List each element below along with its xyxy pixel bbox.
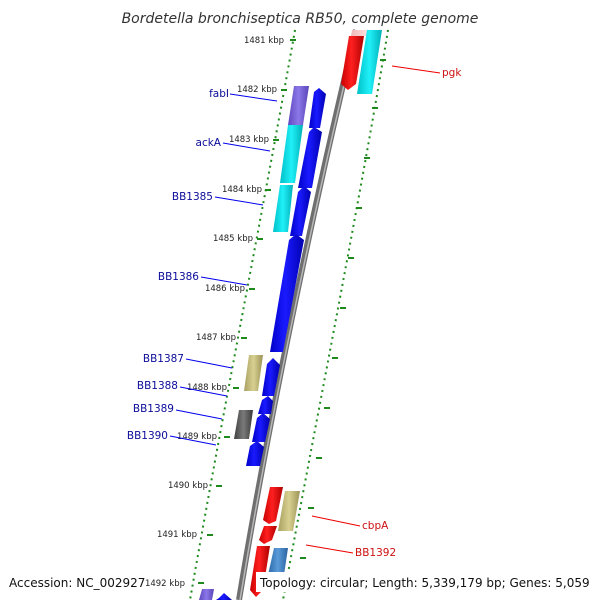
gene-BB1387[interactable] [244, 355, 263, 391]
gene-ackA-forward[interactable] [298, 127, 322, 188]
gene-label-cbpA[interactable]: cbpA [362, 520, 389, 532]
gene-ackA[interactable] [280, 125, 303, 183]
gene-label-BB1389[interactable]: BB1389 [133, 403, 174, 415]
kbp-label: 1488 kbp [187, 383, 227, 393]
kbp-label: 1491 kbp [157, 530, 197, 540]
gene-bottom-forward[interactable] [216, 593, 232, 600]
gene-pgk[interactable] [341, 36, 364, 90]
gene-cbpA[interactable] [278, 491, 300, 531]
gene-BB1390-forward[interactable] [246, 441, 264, 466]
gene-BB1389[interactable] [234, 410, 253, 439]
topology-text: Topology: circular; Length: 5,339,179 bp… [259, 576, 590, 590]
gene-top-reverse-pink[interactable] [351, 30, 367, 36]
gene-label-BB1385[interactable]: BB1385 [172, 191, 213, 203]
gene-cbpA-reverse[interactable] [263, 487, 283, 524]
kbp-label: 1483 kbp [229, 135, 269, 145]
gene-label-fabI[interactable]: fabI [209, 88, 229, 100]
kbp-label: 1490 kbp [168, 481, 208, 491]
forward-genes [216, 88, 326, 600]
gene-BB1386-forward[interactable] [270, 234, 304, 352]
kbp-label: 1492 kbp [145, 579, 185, 589]
gene-label-ackA[interactable]: ackA [196, 137, 222, 149]
kbp-label: 1482 kbp [237, 85, 277, 95]
kbp-label: 1489 kbp [177, 432, 217, 442]
gene-BB1388-forward[interactable] [258, 396, 273, 414]
gene-top-cyan-right[interactable] [357, 30, 382, 94]
gene-label-pgk[interactable]: pgk [442, 67, 462, 79]
kbp-label: 1481 kbp [244, 36, 284, 46]
kbp-tick-marks [198, 39, 386, 584]
kbp-labels: 1481 kbp 1482 kbp 1483 kbp 1484 kbp 1485… [145, 36, 284, 589]
accession-text: Accession: NC_002927 [9, 576, 145, 590]
gene-BB1385[interactable] [273, 185, 293, 232]
gene-fabI[interactable] [288, 86, 309, 125]
kbp-label: 1487 kbp [196, 333, 236, 343]
gene-bottom-purple[interactable] [199, 589, 214, 600]
kbp-label: 1485 kbp [213, 234, 253, 244]
gene-label-BB1392[interactable]: BB1392 [355, 547, 396, 559]
reverse-genes [250, 30, 382, 597]
gene-label-BB1387[interactable]: BB1387 [143, 353, 184, 365]
topology-backdrop [256, 572, 594, 592]
accession-backdrop [4, 572, 144, 592]
gene-BB1387-forward[interactable] [262, 358, 280, 396]
gene-label-BB1388[interactable]: BB1388 [137, 380, 178, 392]
gene-BB1392[interactable] [268, 548, 288, 575]
map-title: Bordetella bronchiseptica RB50, complete… [122, 11, 479, 27]
gene-BB1385-forward[interactable] [290, 186, 311, 236]
gene-BB1392-reverse[interactable] [250, 546, 270, 597]
kbp-label: 1484 kbp [222, 185, 262, 195]
gene-labels-left: fabI ackA BB1385 BB1386 BB1387 BB1388 BB… [127, 88, 278, 446]
feature-genes [199, 86, 309, 600]
gene-label-BB1390[interactable]: BB1390 [127, 430, 168, 442]
gene-labels-right: pgk cbpA BB1392 [305, 65, 462, 559]
gene-BB1391-reverse[interactable] [259, 526, 277, 544]
genome-backbone [236, 29, 359, 600]
gene-label-BB1386[interactable]: BB1386 [158, 271, 199, 283]
gene-BB1389-forward[interactable] [252, 413, 270, 442]
kbp-label: 1486 kbp [205, 284, 245, 294]
gene-fabI-forward[interactable] [309, 88, 326, 128]
